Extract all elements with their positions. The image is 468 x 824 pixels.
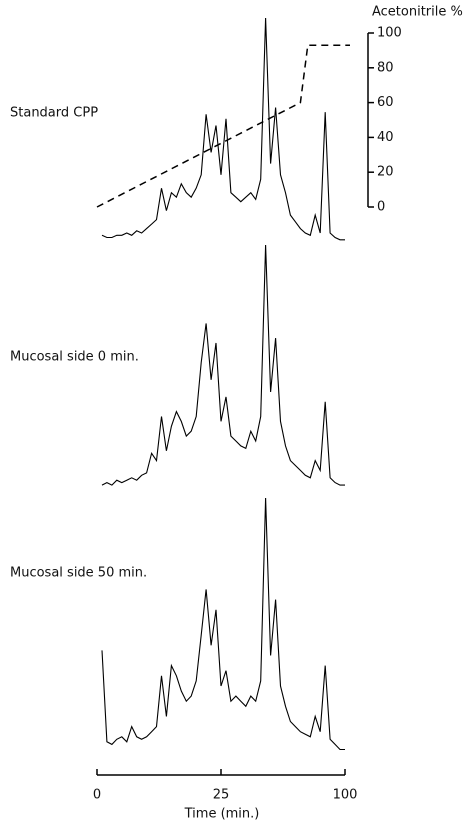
y2-tick-label: 0: [377, 200, 385, 215]
y2-tick-label: 60: [377, 95, 394, 110]
x-tick-label: 25: [213, 788, 230, 803]
trace: [101, 244, 345, 486]
trace-label: Mucosal side 50 min.: [10, 566, 147, 581]
x-axis-label: Time (min.): [184, 807, 260, 822]
y2-tick-label: 40: [377, 130, 394, 145]
x-tick-label: 100: [333, 788, 358, 803]
y2-tick-label: 100: [377, 26, 402, 41]
y2-axis-label: Acetonitrile %: [372, 5, 463, 20]
trace-label: Standard CPP: [10, 106, 98, 121]
trace: [101, 17, 345, 241]
y2-tick-label: 80: [377, 60, 394, 75]
x-tick-label: 0: [93, 788, 101, 803]
gradient-line: [96, 44, 350, 208]
trace-label: Mucosal side 0 min.: [10, 350, 139, 365]
trace: [101, 497, 345, 751]
y2-tick-label: 20: [377, 165, 394, 180]
